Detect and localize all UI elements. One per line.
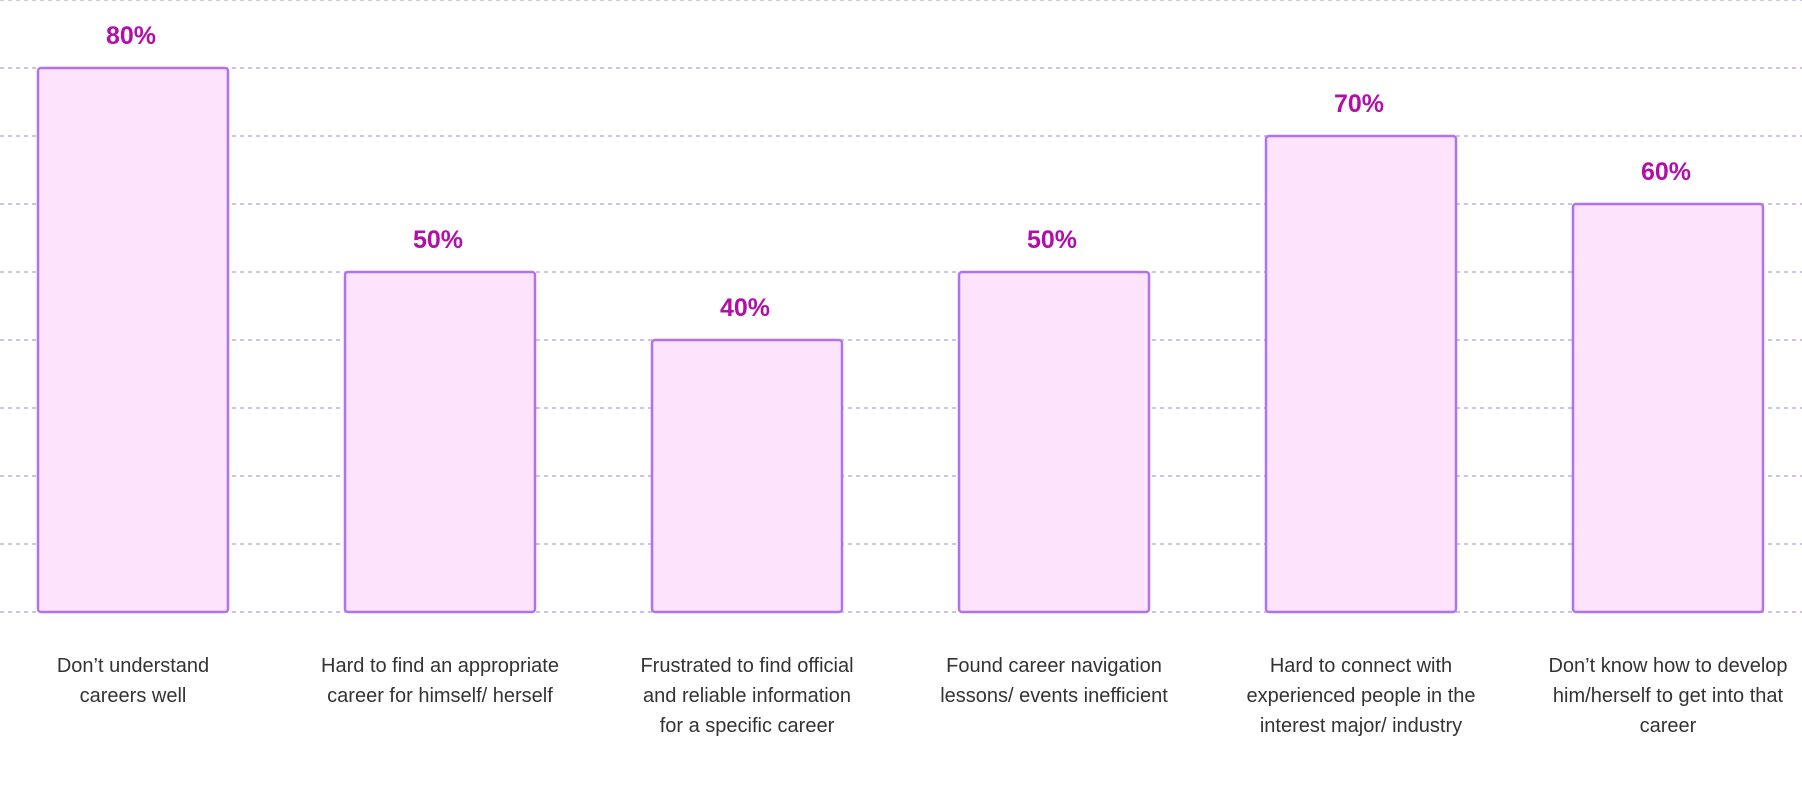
bar: [1264, 134, 1458, 614]
category-label-line: him/herself to get into that: [1553, 685, 1784, 707]
category-label: Hard to find an appropriate career for hi…: [321, 655, 559, 707]
category-label: Found career navigation lessons/ events i…: [940, 655, 1168, 707]
category-label: Don’t know how to develop him/herself to …: [1548, 655, 1787, 737]
category-label-line: careers well: [80, 685, 187, 707]
category-label-line: Frustrated to find official: [640, 655, 853, 677]
gridlines: [0, 0, 1802, 613]
bar: [1571, 202, 1765, 614]
bar: [36, 66, 230, 614]
value-labels: 80% 50% 40% 50% 70% 60%: [106, 22, 1691, 322]
category-label-line: career: [1640, 715, 1697, 737]
bar: [650, 338, 844, 614]
category-label-line: Don’t know how to develop: [1548, 655, 1787, 677]
category-label-line: Found career navigation: [946, 655, 1162, 677]
value-label: 60%: [1641, 158, 1691, 186]
category-label-line: Hard to connect with: [1270, 655, 1452, 677]
category-label-line: Hard to find an appropriate: [321, 655, 559, 677]
category-label-line: and reliable information: [643, 685, 851, 707]
category-label: Frustrated to find official and reliable …: [640, 655, 853, 737]
value-label: 80%: [106, 22, 156, 50]
bars: [36, 66, 1765, 614]
category-label-line: for a specific career: [660, 715, 835, 737]
category-label-line: Don’t understand: [57, 655, 209, 677]
category-label-line: career for himself/ herself: [327, 685, 553, 707]
bar: [343, 270, 537, 614]
category-label-line: experienced people in the: [1246, 685, 1475, 707]
bar: [957, 270, 1151, 614]
category-label: Hard to connect with experienced people i…: [1246, 655, 1475, 737]
value-label: 50%: [413, 226, 463, 254]
value-label: 70%: [1334, 90, 1384, 118]
category-labels: Don’t understand careers well Hard to find…: [57, 655, 1788, 737]
category-label-line: lessons/ events inefficient: [940, 685, 1168, 707]
category-label: Don’t understand careers well: [57, 655, 209, 707]
value-label: 50%: [1027, 226, 1077, 254]
value-label: 40%: [720, 294, 770, 322]
category-label-line: interest major/ industry: [1260, 715, 1462, 737]
